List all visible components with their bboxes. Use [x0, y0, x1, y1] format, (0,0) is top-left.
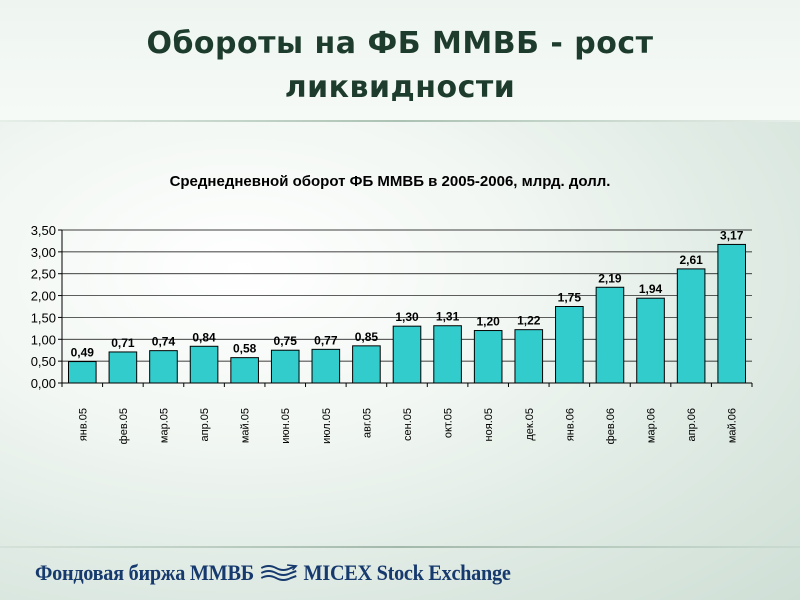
title-band: [0, 0, 800, 122]
bar: [636, 297, 665, 384]
x-tick-label: апр.06: [686, 408, 698, 441]
x-tick-label: фев.06: [605, 408, 617, 444]
data-label: 0,58: [233, 342, 257, 356]
x-tick-label: авг.05: [361, 408, 373, 438]
footer: Фондовая биржа ММВБ MICEX Stock Exchange: [35, 557, 511, 589]
bar: [189, 345, 219, 384]
bar: [392, 325, 422, 384]
data-label: 1,30: [395, 310, 419, 324]
bar: [676, 268, 706, 384]
y-tick-label: 3,50: [31, 223, 56, 238]
bar: [230, 357, 259, 384]
bar: [311, 348, 341, 384]
y-tick-label: 2,00: [31, 289, 56, 304]
footer-left-text: Фондовая биржа ММВБ: [35, 560, 254, 585]
slide-title-line-2: ликвидности: [284, 70, 516, 105]
data-label: 0,77: [314, 333, 338, 347]
data-label: 1,20: [476, 315, 500, 329]
bar: [149, 350, 178, 384]
y-axis-ticks: 0,00 0,50 1,00 1,50 2,00 2,50 3,00 3,50: [31, 223, 62, 391]
x-tick-label: янв.06: [564, 408, 576, 441]
x-tick-label: фев.05: [118, 408, 130, 444]
footer-right-text: MICEX Stock Exchange: [303, 560, 511, 585]
x-tick-label: окт.05: [443, 408, 455, 438]
y-tick-label: 0,50: [31, 354, 56, 369]
bar: [595, 286, 625, 384]
data-label: 0,74: [152, 335, 176, 349]
bar: [352, 345, 381, 384]
data-label: 1,22: [517, 314, 541, 328]
bar: [433, 325, 462, 384]
bar: [67, 361, 97, 384]
slide-title-line-1: Обороты на ФБ ММВБ - рост: [146, 26, 654, 61]
x-tick-label: июн.05: [280, 408, 292, 444]
bar: [717, 243, 747, 384]
bar: [108, 351, 138, 384]
data-label: 0,85: [355, 330, 379, 344]
data-label: 1,75: [558, 291, 582, 305]
data-label: 0,75: [274, 334, 298, 348]
data-label: 0,71: [111, 336, 135, 350]
footer-divider: [0, 546, 800, 548]
y-tick-label: 2,50: [31, 267, 56, 282]
axes: [61, 230, 752, 384]
x-tick-label: ноя.05: [483, 408, 495, 441]
data-label: 1,31: [436, 310, 460, 324]
x-tick-label: мар.06: [646, 408, 658, 443]
x-axis-ticks: янв.05 фев.05 мар.05 апр.05 май.05 июн.05 июл.…: [61, 383, 753, 444]
x-tick-label: сен.05: [402, 408, 414, 441]
y-tick-label: 0,00: [31, 376, 56, 391]
data-labels: 0,49 0,71 0,74 0,84 0,58 0,75 0,77 0,85 1,30 1,31…: [71, 228, 744, 359]
x-tick-label: апр.05: [199, 408, 211, 441]
chart-title: Среднедневной оборот ФБ ММВБ в 2005-2006…: [169, 173, 611, 190]
data-label: 1,94: [639, 282, 663, 296]
x-tick-label: дек.05: [524, 408, 536, 441]
data-label: 3,17: [720, 228, 744, 242]
data-label: 2,61: [679, 253, 703, 267]
bar: [473, 330, 503, 384]
x-tick-label: май.06: [727, 408, 739, 443]
bar: [514, 329, 544, 384]
x-tick-label: янв.05: [77, 408, 89, 441]
data-label: 0,84: [192, 330, 216, 344]
bars: [67, 243, 747, 384]
x-tick-label: май.05: [240, 408, 252, 443]
y-tick-label: 1,00: [31, 332, 56, 347]
y-tick-label: 3,00: [31, 245, 56, 260]
x-tick-label: мар.05: [158, 408, 170, 443]
bar-chart: 0,00 0,50 1,00 1,50 2,00 2,50 3,00 3,50 0,49 0,7…: [31, 223, 753, 444]
x-tick-label: июл.05: [321, 408, 333, 444]
slide-title: Обороты на ФБ ММВБ - рост ликвидности: [0, 22, 800, 110]
data-label: 0,49: [71, 346, 95, 360]
y-tick-label: 1,50: [31, 310, 56, 325]
micex-logo-icon: [260, 564, 298, 581]
bar: [270, 349, 300, 384]
data-label: 2,19: [598, 271, 622, 285]
bar: [555, 306, 584, 384]
